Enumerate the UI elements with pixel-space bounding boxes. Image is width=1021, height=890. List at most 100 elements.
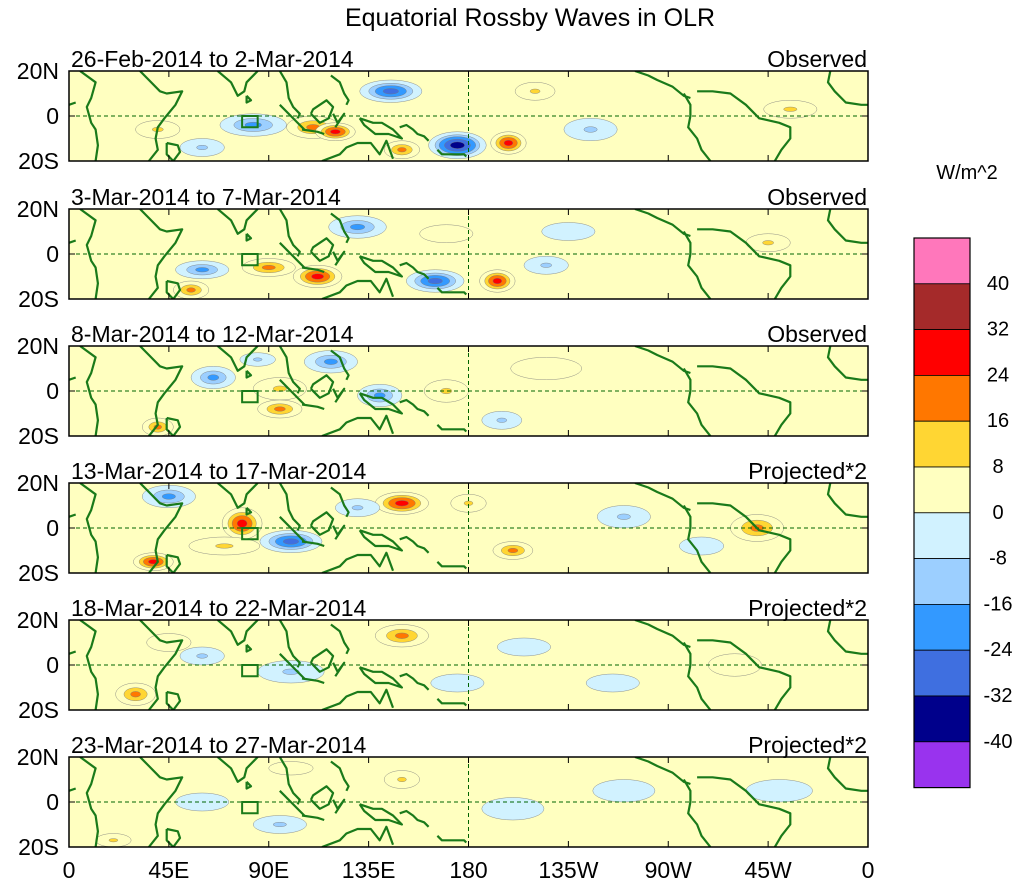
x-tick-label: 180	[449, 857, 487, 883]
coastline	[436, 698, 468, 707]
panel-6: 20N 0 20S 23-Mar-2014 to 27-Mar-2014 Project…	[17, 732, 869, 860]
negative-anomaly-cell	[597, 505, 651, 529]
contour-band	[395, 500, 409, 507]
negative-anomaly-cell	[328, 215, 387, 239]
colorbar-tick-label: -24	[984, 639, 1013, 661]
contour-band	[745, 779, 813, 803]
x-axis: 0 45E 90E 135E 180 135W 90W 45W 0	[63, 857, 875, 883]
coastline	[79, 346, 100, 436]
contour-band	[583, 126, 598, 133]
coastline	[216, 71, 259, 97]
coastline	[682, 504, 712, 573]
colorbar-swatch	[913, 420, 971, 468]
panel-5: 20N 0 20S 18-Mar-2014 to 22-Mar-2014 Project…	[17, 595, 869, 723]
coastline	[216, 620, 259, 646]
colorbar-unit-label: W/m^2	[936, 162, 998, 184]
coastline	[309, 511, 335, 536]
coastline	[301, 266, 325, 274]
colorbar-swatch	[913, 604, 971, 651]
coastline	[79, 757, 100, 847]
panel-date-label: 8-Mar-2014 to 12-Mar-2014	[71, 321, 354, 347]
negative-anomaly-cell	[179, 646, 225, 666]
colorbar-swatch	[913, 237, 971, 285]
coastline	[330, 623, 350, 655]
contour-band	[382, 88, 399, 95]
negative-anomaly-cell	[259, 530, 323, 553]
coastline	[358, 117, 403, 140]
coastline	[165, 690, 182, 710]
positive-anomaly-cell	[315, 122, 356, 141]
coastline	[697, 502, 792, 573]
negative-anomaly-cell	[304, 350, 358, 374]
coastline	[245, 507, 253, 516]
colorbar-tick-label: -40	[984, 731, 1013, 753]
negative-anomaly-cell	[481, 411, 522, 430]
contour-band	[395, 632, 409, 639]
y-tick-label: 0	[46, 515, 59, 541]
y-tick-label: 20N	[17, 58, 59, 84]
positive-anomaly-cell	[375, 491, 429, 515]
positive-anomaly-cell	[375, 624, 429, 648]
chart-title: Equatorial Rossby Waves in OLR	[345, 4, 715, 32]
coastline	[682, 641, 712, 710]
colorbar-tick-label: 32	[987, 319, 1009, 341]
positive-anomaly-cell	[173, 280, 210, 299]
contour-band	[274, 406, 286, 412]
anomaly-field	[173, 215, 791, 299]
coastline	[697, 365, 792, 436]
panel-1: 20N 0 20S 26-Feb-2014 to 2-Mar-2014 Observed	[17, 46, 869, 174]
y-tick-label: 20N	[17, 744, 59, 770]
coastline	[79, 483, 100, 573]
coastline	[69, 101, 77, 106]
colorbar-tick-label: -32	[984, 685, 1013, 707]
panel-date-label: 26-Feb-2014 to 2-Mar-2014	[71, 46, 354, 72]
contour-band	[351, 505, 364, 511]
negative-anomaly-cell	[541, 222, 596, 241]
coastline	[330, 760, 350, 792]
coastline	[139, 209, 184, 299]
coastline	[245, 370, 253, 379]
contour-band	[162, 493, 176, 500]
panel-type-label: Observed	[767, 46, 867, 72]
coastline	[321, 551, 395, 573]
negative-anomaly-cell	[357, 384, 403, 407]
contour-band	[195, 267, 210, 273]
coastline	[826, 346, 868, 381]
negative-anomaly-cell	[585, 673, 640, 693]
negative-anomaly-cell	[523, 256, 569, 275]
coastline	[79, 620, 100, 710]
y-tick-label: 20N	[17, 470, 59, 496]
coastline	[682, 230, 712, 299]
coastline	[436, 424, 468, 433]
coastline	[301, 128, 325, 136]
coastline	[399, 809, 430, 828]
contour-band	[507, 548, 519, 553]
positive-anomaly-cell	[763, 100, 818, 119]
colorbar-swatch	[913, 695, 971, 743]
positive-anomaly-cell	[95, 833, 132, 847]
panel-type-label: Projected*2	[748, 732, 867, 758]
y-tick-label: 20S	[18, 697, 59, 723]
coastline	[682, 367, 712, 436]
coastline	[301, 814, 325, 822]
panel-date-label: 18-Mar-2014 to 22-Mar-2014	[71, 595, 367, 621]
contour-band	[282, 538, 299, 545]
x-tick-label: 135E	[342, 857, 396, 883]
coastlines	[69, 483, 868, 573]
colorbar-swatch	[913, 558, 971, 605]
coastline	[826, 71, 868, 106]
negative-anomaly-cell	[592, 779, 656, 803]
contour-band	[430, 673, 485, 693]
colorbar: W/m^2 40 32 24 16 8 0 -8 -16 -24 -32 -40	[913, 162, 1013, 789]
coastline	[216, 346, 259, 372]
coastline	[279, 653, 306, 680]
contour-band	[215, 543, 234, 549]
y-tick-label: 20N	[17, 196, 59, 222]
coastline	[139, 620, 184, 710]
coastline	[279, 516, 306, 543]
panel-4: 20N 0 20S 13-Mar-2014 to 17-Mar-2014 Project…	[17, 458, 869, 586]
coastline	[301, 540, 325, 548]
positive-anomaly-cell	[133, 552, 174, 571]
coastline	[79, 209, 100, 299]
contour-band	[236, 519, 248, 528]
